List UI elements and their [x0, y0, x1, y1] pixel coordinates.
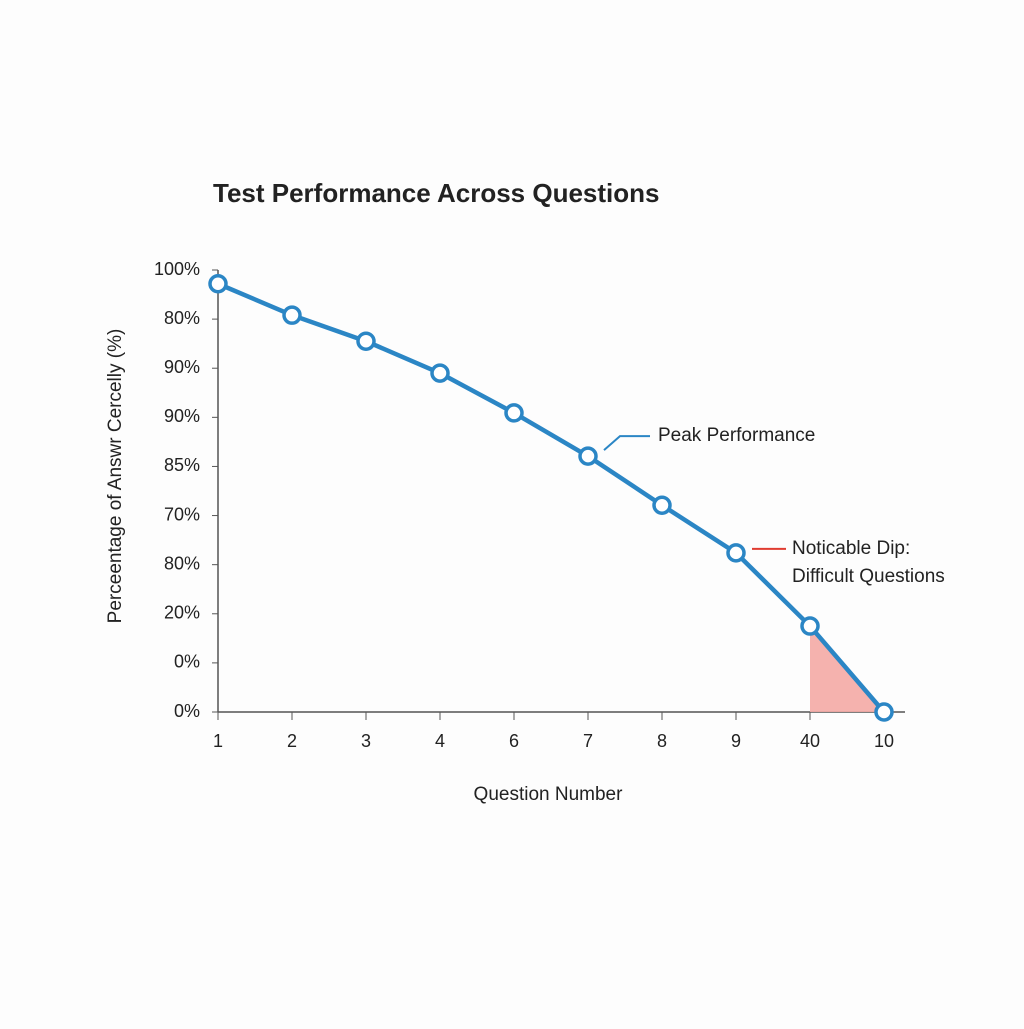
point-marker	[282, 305, 302, 325]
y-tick-label: 70%	[164, 504, 200, 524]
y-tick-label: 90%	[164, 406, 200, 426]
point-marker	[800, 616, 820, 636]
x-tick-label: 7	[583, 731, 593, 751]
y-tick-label: 0%	[174, 701, 200, 721]
point-marker	[726, 543, 746, 563]
annotation-text: Peak Performance	[658, 425, 815, 446]
x-tick-label: 10	[874, 731, 894, 751]
x-tick-label: 1	[213, 731, 223, 751]
annotation-connector	[603, 435, 650, 451]
chart-title: Test Performance Across Questions	[213, 178, 659, 208]
annotation-text: Difficult Questions	[792, 566, 945, 587]
point-marker	[652, 495, 672, 515]
x-tick-label: 3	[361, 731, 371, 751]
y-tick-label: 90%	[164, 357, 200, 377]
y-tick-label: 85%	[164, 455, 200, 475]
y-axis-title: Perceentage of Answr Cercelly (%)	[105, 329, 126, 624]
annotation-text: Noticable Dip:	[792, 538, 910, 559]
x-tick-label: 40	[800, 731, 820, 751]
y-tick-label: 20%	[164, 603, 200, 623]
x-axis-title: Question Number	[474, 784, 624, 805]
line-series	[217, 281, 886, 714]
x-tick-label: 8	[657, 731, 667, 751]
point-marker	[430, 363, 450, 383]
y-tick-label: 80%	[164, 553, 200, 573]
x-tick-label: 9	[731, 731, 741, 751]
point-marker	[874, 702, 894, 722]
point-marker	[208, 274, 228, 294]
y-tick-label: 0%	[174, 652, 200, 672]
x-tick-label: 2	[287, 731, 297, 751]
x-tick-label: 6	[509, 731, 519, 751]
y-tick-label: 100%	[154, 259, 200, 279]
x-tick-label: 4	[435, 731, 445, 751]
point-marker	[504, 403, 524, 423]
y-tick-label: 80%	[164, 308, 200, 328]
point-marker	[356, 331, 376, 351]
point-marker	[578, 446, 598, 466]
